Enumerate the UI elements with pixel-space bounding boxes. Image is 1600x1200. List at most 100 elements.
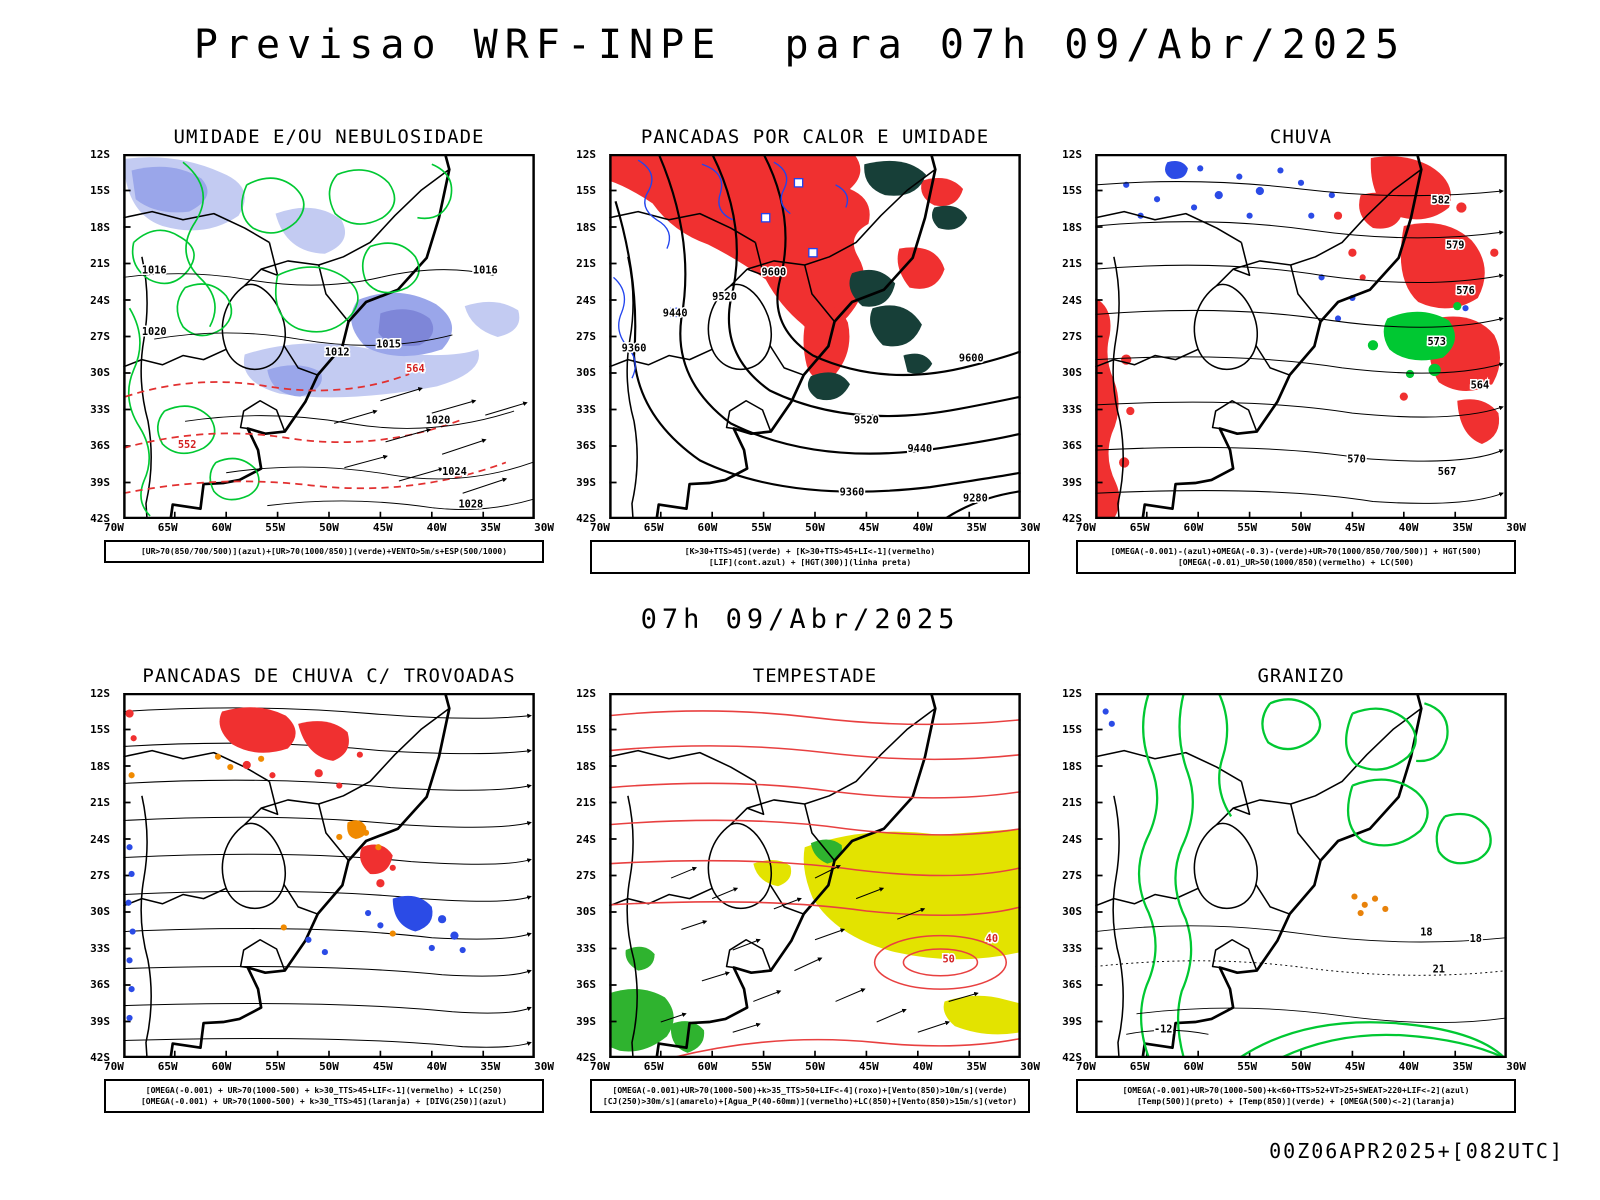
lat-tick-label: 21S	[1062, 257, 1082, 271]
map-trovoadas	[114, 693, 544, 1058]
valid-time-label: 07h 09/Abr/2025	[640, 604, 960, 635]
lon-tick-label: 60W	[697, 1060, 718, 1073]
contour-label: 9280	[963, 493, 988, 505]
streamlines	[123, 707, 532, 1048]
lat-axis: 12S 15S 18S 21S 24S 27S 30S 33S 36S 39S 42S	[84, 687, 114, 1064]
lon-tick-label: 70W	[590, 1060, 610, 1073]
lon-tick-label: 30W	[534, 521, 554, 534]
map-border	[1095, 693, 1507, 1058]
contour-label: 579	[1446, 240, 1465, 252]
lat-tick-label: 33S	[90, 402, 110, 416]
lon-axis: 70W 65W 60W 55W 50W 45W 40W 35W 30W	[590, 1060, 1040, 1073]
contour-label: 9440	[908, 443, 933, 455]
lat-tick-label: 36S	[576, 439, 596, 453]
map-chuva: 582 579 576 573 570 567 564	[1086, 154, 1516, 519]
lat-tick-label: 15S	[1062, 184, 1082, 198]
panel-trovoadas: PANCADAS DE CHUVA C/ TROVOADAS 12S 15S 18S…	[84, 665, 554, 1113]
run-info-label: 00Z06APR2025+[082UTC]	[1269, 1139, 1564, 1163]
caption-line: [OMEGA(-0.001)+UR>70(1000-500)+k<60+TTS>…	[1122, 1086, 1470, 1095]
wind-green-areas	[609, 839, 842, 1053]
lon-tick-label: 60W	[1183, 521, 1204, 534]
lon-tick-label: 45W	[372, 1060, 393, 1073]
map-pancadas-calor: 9600 9600 9520 9520 9440 9440 9360 9360 …	[600, 154, 1030, 519]
contour-label: 552	[178, 439, 197, 451]
lat-tick-label: 30S	[1062, 905, 1082, 919]
lat-tick-label: 27S	[1062, 868, 1082, 882]
lat-tick-label: 42S	[90, 511, 110, 525]
lat-axis: 12S 15S 18S 21S 24S 27S 30S 33S 36S 39S 42S	[84, 148, 114, 525]
contour-label: 1020	[426, 414, 451, 426]
lat-tick-label: 30S	[576, 905, 596, 919]
lat-tick-label: 27S	[1062, 329, 1082, 343]
lon-tick-label: 70W	[1076, 1060, 1096, 1073]
lat-tick-label: 33S	[90, 941, 110, 955]
temp850-green-contours	[1137, 693, 1506, 1058]
panels-row-bottom: PANCADAS DE CHUVA C/ TROVOADAS 12S 15S 18S…	[0, 665, 1600, 1113]
caption-line: [OMEGA(-0.001) + UR>70(1000-500) + k>30_…	[140, 1097, 508, 1106]
lon-tick-label: 55W	[751, 521, 772, 534]
lat-tick-label: 42S	[1062, 1050, 1082, 1064]
lon-tick-label: 65W	[157, 521, 178, 534]
contour-label: 1015	[376, 338, 401, 350]
rain-red-areas	[1095, 156, 1500, 519]
lif-contours	[613, 159, 849, 379]
lat-tick-label: 18S	[1062, 220, 1082, 234]
lat-tick-label: 15S	[576, 184, 596, 198]
map-granizo-canvas: 18 18 21 -12	[1094, 693, 1507, 1058]
caption-line: [OMEGA(-0.01)_UR>50(1000/850)(vermelho) …	[1177, 558, 1414, 567]
contour-label: 570	[1347, 453, 1366, 465]
storm-red-contours	[609, 710, 1021, 1058]
lon-tick-label: 50W	[805, 1060, 825, 1073]
contour-label: 9520	[854, 414, 879, 426]
contour-label: 9600	[762, 266, 787, 278]
lat-tick-label: 30S	[90, 905, 110, 919]
lon-axis: 70W 65W 60W 55W 50W 45W 40W 35W 30W	[590, 521, 1040, 534]
lon-tick-label: 55W	[265, 1060, 286, 1073]
contour-label: 564	[1471, 379, 1490, 391]
lat-tick-label: 12S	[90, 148, 110, 161]
lat-tick-label: 42S	[576, 511, 596, 525]
contour-label: 1016	[142, 264, 167, 276]
map-border	[123, 693, 535, 1058]
lat-axis: 12S 15S 18S 21S 24S 27S 30S 33S 36S 39S 42S	[570, 687, 600, 1064]
lat-tick-label: 33S	[576, 402, 596, 416]
pressure-contours	[123, 269, 533, 510]
caption-line: [Temp(500)](preto) + [Temp(850)](verde) …	[1137, 1097, 1455, 1106]
lon-tick-label: 30W	[534, 1060, 554, 1073]
contour-label: 1024	[442, 466, 467, 478]
lon-tick-label: 50W	[1291, 521, 1311, 534]
map-trovoadas-canvas	[122, 693, 535, 1058]
lon-tick-label: 55W	[1237, 521, 1258, 534]
rain-green-areas	[1367, 302, 1462, 379]
storm-red-areas	[125, 707, 396, 888]
lon-tick-label: 50W	[319, 1060, 339, 1073]
lon-tick-label: 50W	[319, 521, 339, 534]
map-pancadas-calor-canvas: 9600 9600 9520 9520 9440 9440 9360 9360 …	[608, 154, 1022, 519]
lat-tick-label: 21S	[576, 257, 596, 271]
lon-tick-label: 65W	[1129, 521, 1150, 534]
lat-tick-label: 21S	[90, 257, 110, 271]
lon-tick-label: 65W	[157, 1060, 178, 1073]
panel-chuva: CHUVA 12S 15S 18S 21S 24S 27S 30S 33S 36S 39S 42S	[1056, 126, 1526, 574]
contour-label: 582	[1432, 194, 1451, 206]
lon-tick-label: 60W	[211, 1060, 232, 1073]
rain-blue-areas	[1123, 161, 1469, 322]
contour-label: 1012	[325, 347, 350, 359]
lon-tick-label: 40W	[912, 521, 933, 534]
lon-tick-label: 30W	[1506, 521, 1526, 534]
panel-tempestade: TEMPESTADE 12S 15S 18S 21S 24S 27S 30S 33S 36S 39…	[570, 665, 1040, 1113]
hail-blue-specks	[1102, 708, 1115, 727]
contour-labels: 1016 1020 1012 1016 1015 1020 1024 1028 …	[140, 263, 499, 513]
caption-line: [K>30+TTS>45](verde) + [K>30+TTS>45+LI<-…	[684, 547, 936, 556]
lon-tick-label: 55W	[1237, 1060, 1258, 1073]
lon-tick-label: 65W	[643, 521, 664, 534]
lat-tick-label: 21S	[1062, 796, 1082, 810]
contour-label: 21	[1433, 964, 1445, 976]
lat-tick-label: 12S	[90, 687, 110, 700]
panel-granizo: GRANIZO 12S 15S 18S 21S 24S 27S 30S 33S 36S 39S 42…	[1056, 665, 1526, 1113]
lon-tick-label: 60W	[1183, 1060, 1204, 1073]
contour-label: 18	[1420, 927, 1432, 939]
caption-chuva: [OMEGA(-0.001)-(azul)+OMEGA(-0.3)-(verde…	[1076, 540, 1516, 574]
lon-tick-label: 40W	[912, 1060, 933, 1073]
contour-labels: 582 579 576 573 570 567 564	[1346, 193, 1491, 480]
